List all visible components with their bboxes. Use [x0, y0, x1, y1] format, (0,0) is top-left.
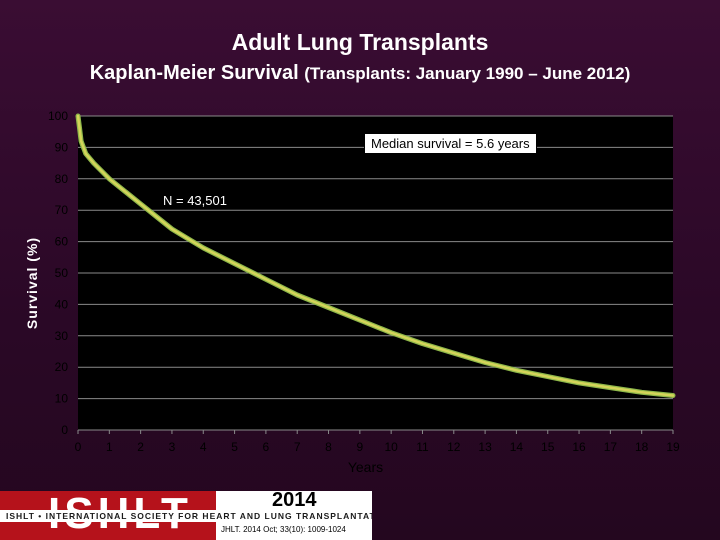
x-tick-label-13: 13 [478, 440, 492, 454]
y-tick-label-90: 90 [55, 140, 69, 154]
y-tick-label-60: 60 [55, 235, 69, 249]
x-tick-label-9: 9 [356, 440, 363, 454]
x-tick-label-2: 2 [137, 440, 144, 454]
x-tick-label-14: 14 [510, 440, 524, 454]
x-tick-label-18: 18 [635, 440, 649, 454]
y-tick-label-40: 40 [55, 297, 69, 311]
x-tick-label-10: 10 [384, 440, 398, 454]
x-tick-label-11: 11 [416, 440, 429, 454]
chart-title: Adult Lung Transplants [231, 29, 489, 55]
citation: JHLT. 2014 Oct; 33(10): 1009-1024 [221, 525, 346, 534]
subtitle-paren: (Transplants: January 1990 – June 2012) [304, 64, 631, 83]
y-tick-label-30: 30 [55, 329, 69, 343]
n-count-annotation: N = 43,501 [163, 193, 227, 208]
survival-curve-0 [76, 114, 675, 397]
x-tick-label-5: 5 [231, 440, 238, 454]
y-axis-ticks: 0 10 20 30 40 50 60 70 80 90 100 [48, 109, 68, 437]
gridlines [78, 115, 673, 431]
x-tick-label-3: 3 [169, 440, 176, 454]
y-tick-label-50: 50 [55, 266, 69, 280]
subtitle-main: Kaplan-Meier Survival [89, 62, 299, 84]
society-name: ISHLT • INTERNATIONAL SOCIETY FOR HEART … [0, 510, 372, 522]
median-survival-annotation: Median survival = 5.6 years [364, 133, 537, 154]
chart-subtitle: Kaplan-Meier Survival (Transplants: Janu… [0, 62, 720, 85]
report-year: 2014 [272, 489, 317, 511]
x-tick-label-16: 16 [572, 440, 586, 454]
x-tick-label-8: 8 [325, 440, 332, 454]
y-axis-label: Survival (%) [24, 237, 40, 329]
x-tick-label-0: 0 [75, 440, 82, 454]
x-tick-label-15: 15 [541, 440, 555, 454]
y-tick-label-100: 100 [48, 109, 68, 123]
x-tick-label-17: 17 [604, 440, 618, 454]
x-tick-label-6: 6 [263, 440, 270, 454]
ishlt-logo: ISHLT ISHLT • INTERNATIONAL SOCIETY FOR … [0, 489, 372, 540]
x-tick-label-1: 1 [106, 440, 113, 454]
x-tick-label-7: 7 [294, 440, 301, 454]
y-tick-label-70: 70 [55, 203, 69, 217]
y-tick-label-80: 80 [55, 172, 69, 186]
x-tick-label-4: 4 [200, 440, 207, 454]
x-axis-ticks: 0 1 2 3 4 5 6 7 8 9 10 11 12 13 14 15 16 17 18 19 [75, 430, 680, 454]
y-tick-label-10: 10 [55, 392, 69, 406]
x-tick-label-19: 19 [666, 440, 680, 454]
x-axis-label: Years [348, 459, 383, 475]
series-layer [75, 113, 676, 398]
y-tick-label-0: 0 [61, 423, 68, 437]
x-tick-label-12: 12 [447, 440, 461, 454]
y-tick-label-20: 20 [55, 360, 69, 374]
